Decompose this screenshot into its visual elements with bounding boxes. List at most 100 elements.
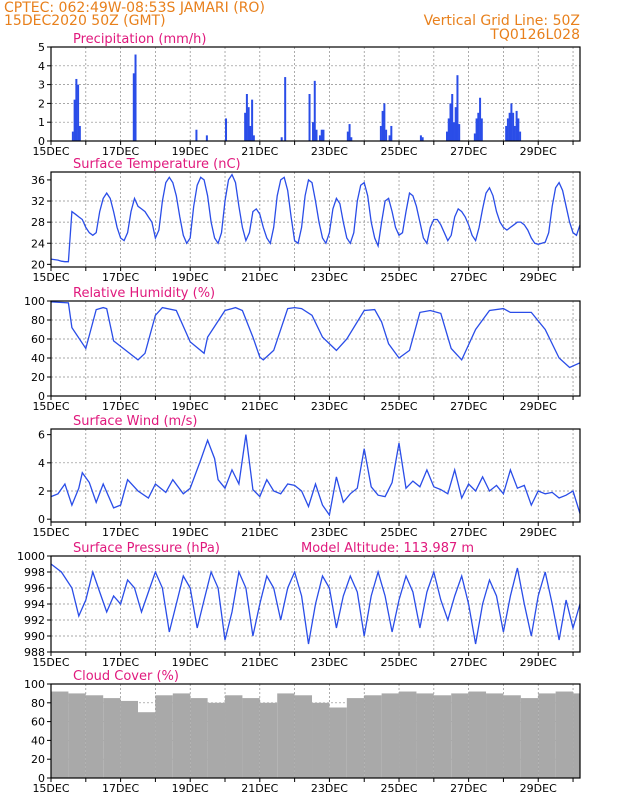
y-tick-label: 0 [38,390,45,403]
x-tick-label: 19DEC [172,271,209,284]
cloud-bar [503,695,521,778]
y-tick-label: 40 [31,352,45,365]
precip-bar [284,77,287,141]
precip-bar [515,110,518,141]
y-tick-label: 36 [31,174,45,187]
precip-bar [479,97,482,141]
plot-frame [50,300,581,397]
panel-temperature [47,171,581,271]
x-tick-label: 29DEC [520,656,557,669]
y-tick-label: 100 [24,295,45,308]
plot-frame [50,46,581,142]
precip-bar [245,94,248,141]
x-tick-label: 29DEC [520,145,557,158]
x-tick-label: 15DEC [32,526,69,539]
panel-cloud-cover [47,683,581,782]
x-tick-label: 25DEC [380,782,417,795]
precip-bar [318,135,321,141]
panel-title: Surface Pressure (hPa) [73,541,220,556]
cloud-bar [207,702,226,778]
precip-bar [419,135,422,141]
y-tick-label: 1 [38,116,45,129]
cloud-bar [486,693,504,778]
y-tick-label: 2 [38,97,45,110]
x-tick-label: 25DEC [380,656,417,669]
precip-bar [456,75,459,141]
y-tick-label: 988 [24,646,45,659]
x-tick-label: 23DEC [311,400,348,413]
precip-bar [73,99,76,141]
precip-bar [280,137,283,141]
y-tick-label: 990 [24,630,45,643]
x-tick-label: 15DEC [32,400,69,413]
x-tick-label: 21DEC [241,656,278,669]
x-tick-label: 25DEC [380,526,417,539]
x-tick-label: 17DEC [102,782,139,795]
x-tick-label: 17DEC [102,400,139,413]
x-tick-label: 21DEC [241,782,278,795]
precip-bar [475,118,478,141]
cloud-bar [51,691,69,778]
header-location: CPTEC: 062:49W-08:53S JAMARI (RO) [4,0,265,16]
series-line-humidity [50,301,581,369]
precip-bar [308,94,311,141]
plot-frame [50,555,581,653]
y-tick-label: 0 [38,513,45,526]
cloud-bar [416,693,434,778]
cloud-bar [312,702,330,778]
y-tick-label: 60 [31,716,45,729]
precip-bar [350,137,353,141]
cloud-bar [190,698,208,778]
y-tick-label: 40 [31,734,45,747]
precip-bar [477,112,480,141]
cloud-bar [225,695,243,778]
series-line-pressure [50,563,581,645]
x-tick-label: 19DEC [172,400,209,413]
y-tick-label: 28 [31,216,45,229]
cloud-bar [277,693,295,778]
precip-bar [508,112,511,141]
cloud-bar [242,698,260,778]
x-tick-label: 15DEC [32,656,69,669]
y-tick-label: 100 [24,678,45,691]
x-tick-label: 23DEC [311,526,348,539]
x-tick-label: 27DEC [450,782,487,795]
y-tick-label: 24 [31,237,45,250]
x-tick-label: 21DEC [241,145,278,158]
precip-bar [447,118,450,141]
precip-bar [421,137,424,141]
cloud-bar [138,712,156,778]
cloud-bar [451,693,469,778]
x-tick-label: 19DEC [172,526,209,539]
precip-bar [505,125,508,141]
x-tick-label: 23DEC [311,145,348,158]
x-tick-label: 19DEC [172,782,209,795]
precip-bar [379,125,382,141]
cloud-bar [329,707,347,778]
precip-bar [249,125,252,141]
y-tick-label: 32 [31,195,45,208]
precip-bar [313,80,316,141]
x-tick-label: 17DEC [102,145,139,158]
cloud-bar [155,695,173,778]
x-tick-label: 25DEC [380,400,417,413]
x-tick-label: 27DEC [450,271,487,284]
panel-humidity [47,300,581,400]
cloud-bar [259,702,278,778]
y-tick-label: 20 [31,371,45,384]
precip-bar [315,129,318,141]
precip-bar [134,54,137,141]
y-tick-label: 2 [38,485,45,498]
x-tick-label: 29DEC [520,526,557,539]
x-tick-label: 27DEC [450,145,487,158]
y-tick-label: 4 [38,457,45,470]
precip-bar [452,122,455,141]
y-tick-label: 80 [31,314,45,327]
y-tick-label: 996 [24,582,45,595]
precip-bar [473,133,476,141]
x-tick-label: 19DEC [172,656,209,669]
precip-bar [506,118,509,141]
precip-bar [346,131,349,141]
cloud-bar [399,691,417,778]
